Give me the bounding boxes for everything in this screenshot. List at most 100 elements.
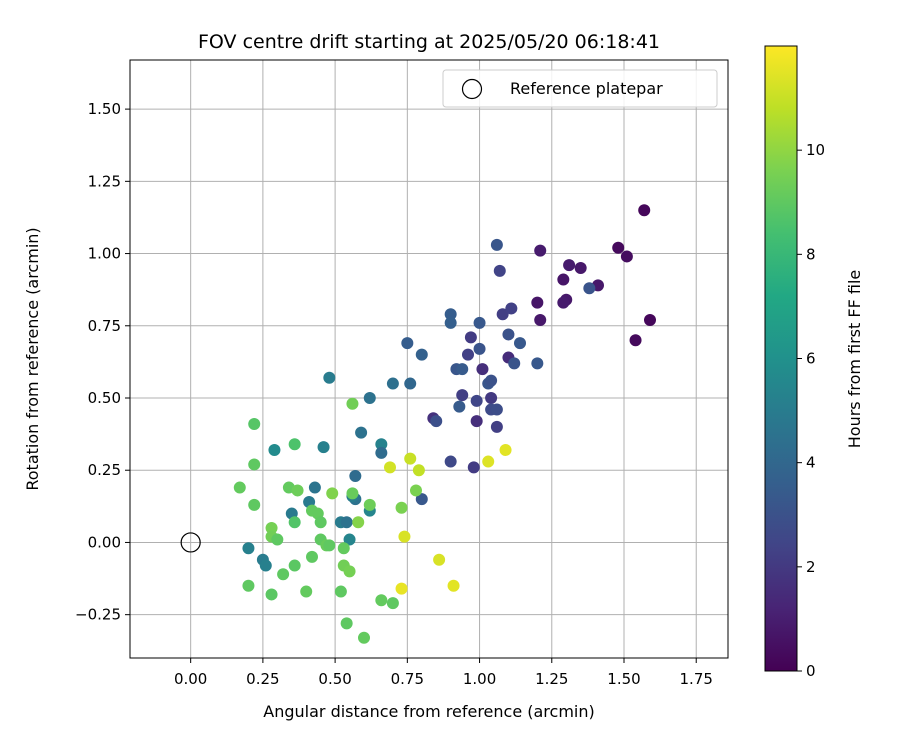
- data-point: [291, 484, 304, 497]
- y-tick-label: −0.25: [75, 606, 121, 624]
- data-point: [485, 392, 498, 404]
- y-tick-label: 0.50: [88, 389, 121, 407]
- data-point: [288, 438, 301, 451]
- colorbar-gradient: [765, 46, 797, 671]
- data-point: [563, 259, 576, 272]
- data-point: [473, 342, 486, 355]
- data-point: [271, 533, 284, 546]
- colorbar-tick-label: 4: [806, 454, 816, 472]
- data-point: [470, 415, 483, 428]
- data-point: [482, 455, 495, 468]
- y-axis-ticks: −0.25 0.00 0.25 0.50 0.75 1.00 1.25 1.50: [75, 100, 130, 624]
- data-point: [444, 316, 457, 329]
- data-point: [277, 568, 290, 581]
- data-point: [352, 516, 365, 529]
- data-point: [410, 484, 422, 497]
- data-point: [574, 262, 587, 274]
- y-tick-label: 1.00: [88, 245, 121, 263]
- data-point: [358, 631, 370, 644]
- legend-reference-marker: [461, 78, 483, 100]
- data-point: [490, 403, 503, 416]
- data-point: [288, 516, 301, 529]
- data-point: [644, 314, 656, 326]
- y-tick-label: 1.50: [88, 100, 121, 118]
- colorbar-tick-label: 6: [806, 350, 816, 368]
- x-tick-label: 0.00: [174, 670, 207, 688]
- data-point: [233, 481, 246, 494]
- data-point: [490, 238, 503, 251]
- colorbar-ticks: 0 2 4 6 8 10: [797, 141, 825, 680]
- x-tick-label: 1.25: [535, 670, 568, 688]
- data-point: [395, 501, 408, 514]
- data-point: [337, 542, 350, 555]
- data-point: [346, 397, 359, 410]
- data-points: [180, 204, 656, 644]
- data-point: [355, 426, 368, 439]
- data-point: [288, 559, 301, 572]
- data-point: [629, 334, 642, 347]
- data-point: [415, 348, 428, 361]
- data-point: [340, 516, 353, 529]
- data-point: [499, 444, 512, 456]
- data-point: [444, 308, 457, 321]
- data-point: [502, 328, 515, 341]
- data-point: [248, 458, 261, 471]
- data-point: [268, 444, 281, 456]
- data-point: [412, 464, 425, 477]
- data-point: [343, 565, 356, 578]
- colorbar-label: Hours from first FF file: [845, 270, 864, 449]
- chart-title: FOV centre drift starting at 2025/05/20 …: [198, 31, 660, 53]
- data-point: [323, 371, 336, 384]
- x-tick-label: 1.75: [680, 670, 713, 688]
- data-point: [485, 374, 498, 387]
- data-point: [496, 308, 509, 321]
- colorbar-tick-label: 2: [806, 558, 816, 576]
- data-point: [386, 377, 399, 390]
- x-tick-label: 0.75: [391, 670, 424, 688]
- legend-box: [442, 69, 718, 108]
- data-point: [534, 314, 547, 326]
- legend-label-reference: Reference platepar: [510, 79, 663, 98]
- data-point: [340, 617, 353, 630]
- reference-platepar-marker: [180, 532, 201, 553]
- data-point: [326, 487, 339, 500]
- x-tick-label: 1.50: [607, 670, 640, 688]
- data-point: [248, 498, 261, 511]
- x-tick-label: 0.25: [246, 670, 279, 688]
- data-point: [259, 559, 272, 572]
- data-point: [363, 498, 376, 511]
- data-point: [242, 579, 255, 592]
- data-point: [242, 542, 255, 555]
- data-point: [395, 582, 408, 595]
- data-point: [343, 533, 356, 546]
- x-tick-label: 0.50: [318, 670, 351, 688]
- x-axis-ticks: 0.00 0.25 0.50 0.75 1.00 1.25 1.50 1.75: [174, 658, 713, 688]
- data-point: [583, 282, 596, 295]
- colorbar-tick-label: 10: [806, 141, 825, 159]
- data-point: [384, 461, 396, 474]
- data-point: [386, 597, 399, 610]
- x-tick-label: 1.00: [463, 670, 496, 688]
- data-point: [476, 363, 489, 376]
- legend: Reference platepar: [442, 69, 718, 108]
- y-tick-label: 0.25: [88, 461, 121, 479]
- colorbar-tick-label: 8: [806, 245, 816, 263]
- grid-lines: [130, 60, 728, 658]
- data-point: [433, 553, 446, 566]
- colorbar-tick-label: 0: [806, 662, 816, 680]
- y-tick-label: 0.00: [88, 533, 121, 551]
- data-point: [456, 363, 469, 376]
- data-point: [375, 594, 388, 607]
- data-point: [401, 337, 414, 350]
- data-point: [300, 585, 313, 598]
- data-point: [265, 588, 278, 601]
- data-point: [534, 244, 547, 257]
- data-point: [415, 493, 428, 506]
- data-point: [349, 470, 362, 482]
- data-point: [470, 394, 483, 407]
- data-point: [346, 487, 359, 500]
- data-point: [514, 337, 526, 350]
- data-point: [638, 204, 651, 217]
- data-point: [612, 241, 625, 254]
- data-point: [508, 357, 521, 370]
